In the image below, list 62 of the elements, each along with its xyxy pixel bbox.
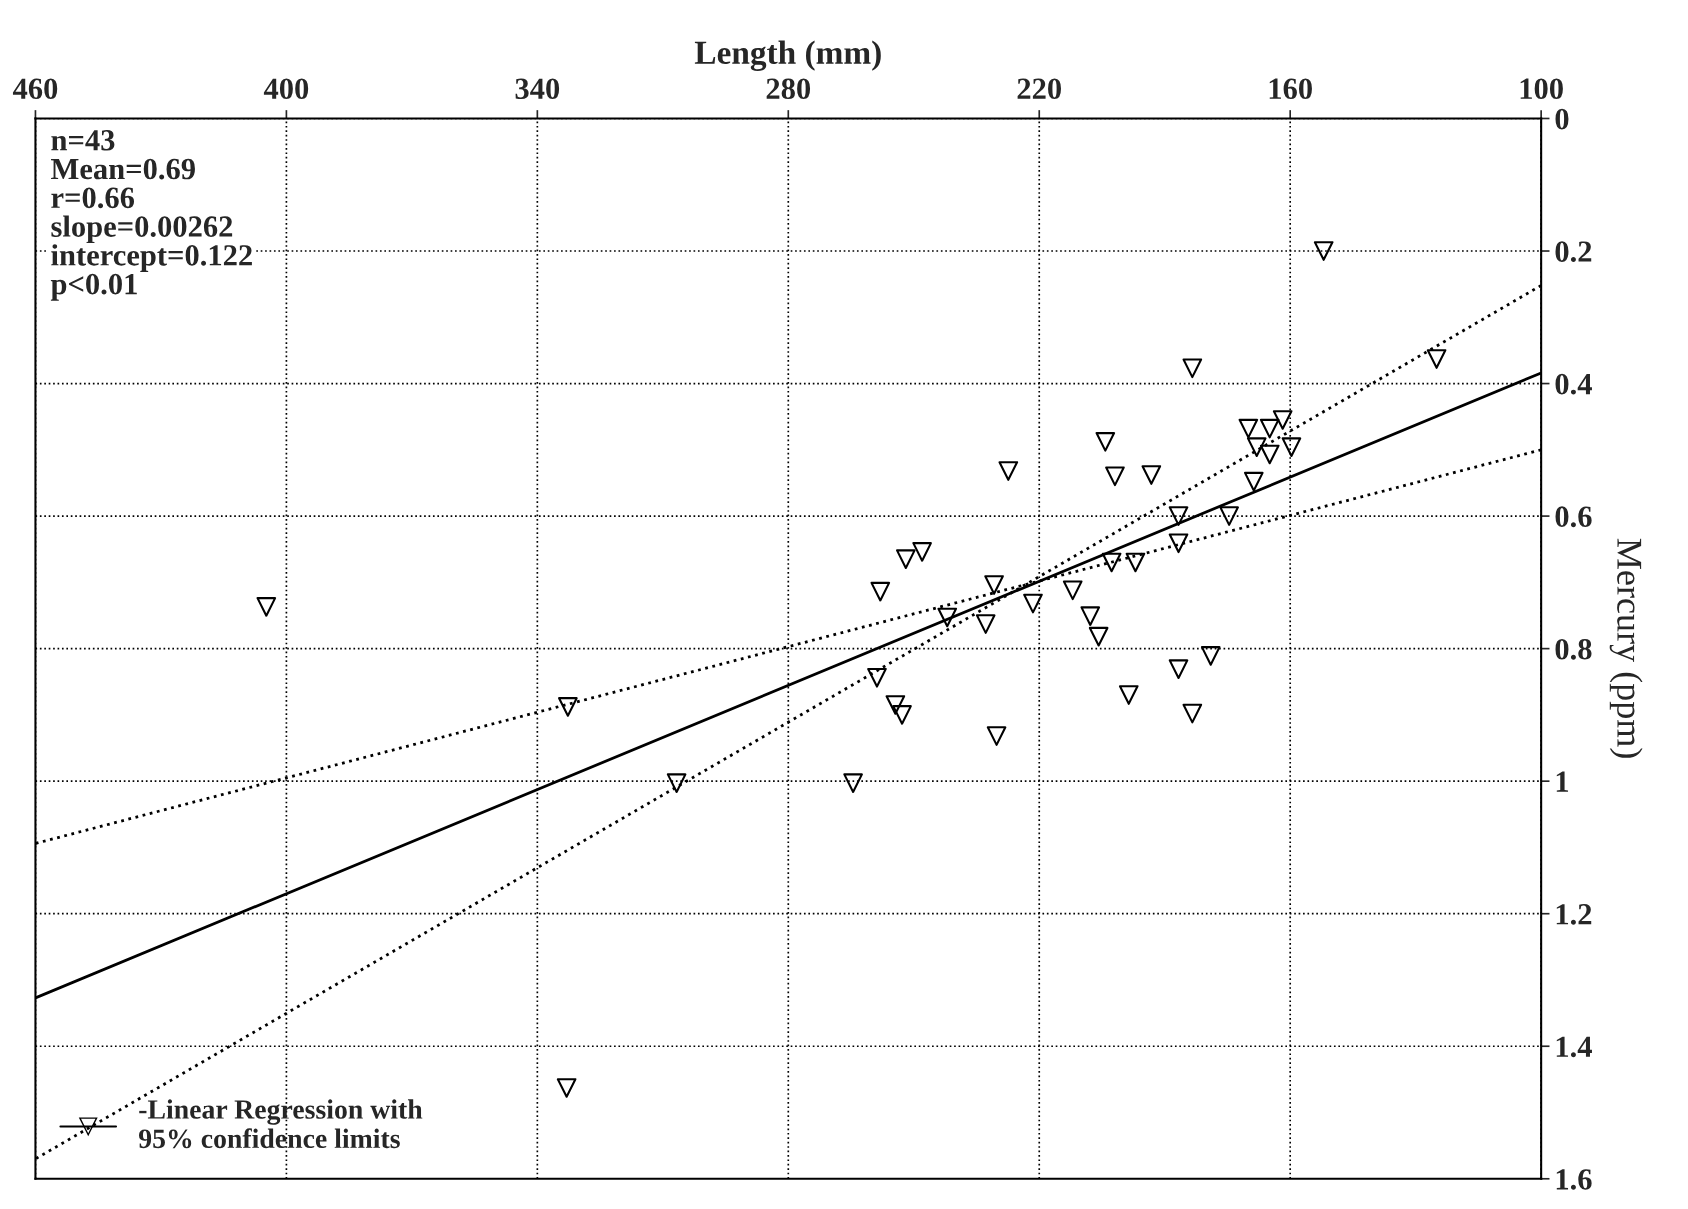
point — [1168, 659, 1189, 679]
x-tick-label: 220 — [1017, 78, 1061, 100]
y-tick-label: 1 — [1556, 771, 1569, 792]
y-axis-title: Mercury (ppm) — [1609, 538, 1643, 758]
x-tick-label: 280 — [766, 78, 811, 100]
x-axis-title: Length (mm) — [694, 40, 881, 72]
point — [975, 614, 996, 634]
point — [1426, 349, 1447, 369]
point — [1023, 593, 1043, 614]
point — [1080, 606, 1101, 626]
x-tick-label: 100 — [1520, 78, 1563, 100]
point — [1095, 432, 1116, 452]
point — [892, 705, 912, 725]
point — [1200, 646, 1221, 666]
point — [1219, 506, 1239, 526]
annotation: n=43 Mean=0.69 r=0.66 slope=0.00262 intercept=0.122 p<0.01 — [50, 130, 252, 301]
point — [558, 697, 578, 717]
point — [870, 581, 891, 602]
point — [1238, 418, 1259, 439]
point — [998, 461, 1019, 481]
point — [885, 695, 906, 715]
point — [256, 597, 277, 617]
point — [867, 667, 887, 688]
point — [1062, 580, 1083, 601]
point — [912, 542, 932, 562]
point — [1182, 703, 1203, 724]
point — [1101, 552, 1122, 573]
point — [1125, 552, 1146, 573]
point — [1182, 358, 1203, 379]
y-tick-label: 0.8 — [1555, 638, 1592, 660]
point — [984, 575, 1004, 595]
y-tick-label: 0.4 — [1555, 373, 1592, 395]
point — [1272, 410, 1293, 430]
point — [1105, 466, 1125, 487]
point — [1141, 465, 1162, 485]
point — [556, 1078, 577, 1098]
point — [1088, 626, 1109, 647]
point — [1281, 437, 1302, 457]
y-tick-label: 1.2 — [1556, 904, 1592, 925]
point — [1118, 685, 1139, 705]
legend-label: -Linear Regression with 95% confidence limits — [138, 1099, 423, 1149]
point — [896, 549, 916, 569]
y-tick-label: 0.6 — [1555, 506, 1592, 528]
point — [937, 607, 958, 628]
point — [986, 726, 1007, 746]
point — [843, 773, 863, 793]
point — [1313, 241, 1334, 261]
point — [1259, 418, 1280, 439]
x-tick-label: 400 — [263, 78, 309, 100]
y-tick-label: 0 — [1555, 108, 1569, 130]
point — [1243, 471, 1264, 492]
point — [1246, 437, 1267, 457]
point — [1168, 506, 1189, 526]
point — [1259, 444, 1280, 465]
x-tick-label: 340 — [515, 78, 560, 100]
point — [666, 773, 687, 793]
y-tick-label: 0.2 — [1555, 241, 1592, 263]
y-tick-label: 1.4 — [1556, 1036, 1592, 1058]
point — [1168, 533, 1189, 554]
x-tick-label: 160 — [1269, 78, 1312, 100]
y-tick-label: 1.6 — [1556, 1169, 1592, 1190]
x-tick-label: 460 — [12, 78, 58, 100]
